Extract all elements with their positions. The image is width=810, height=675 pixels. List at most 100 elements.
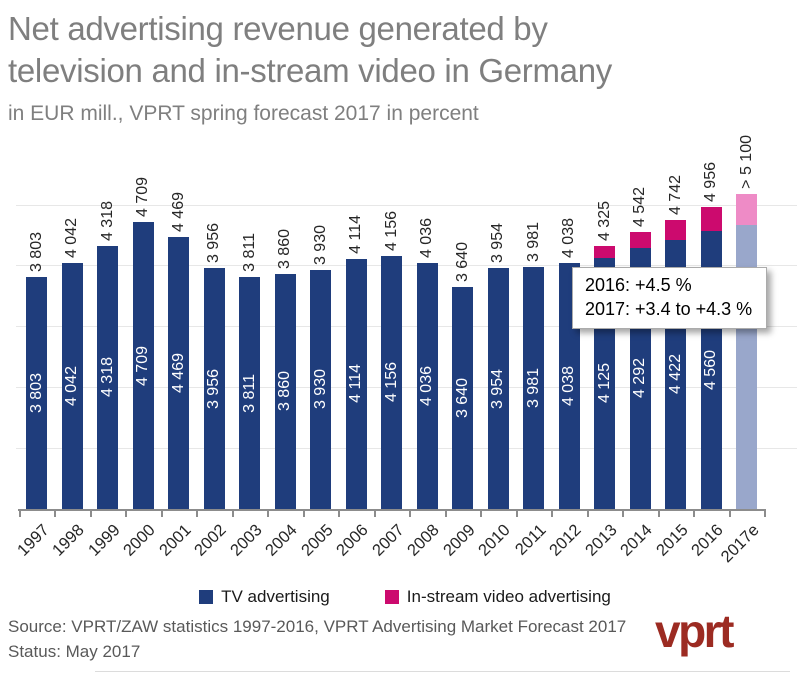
x-axis-tick — [622, 509, 625, 517]
x-axis-tick — [54, 509, 57, 517]
x-axis-tick — [480, 509, 483, 517]
instream-video-swatch — [384, 590, 399, 604]
x-axis-tick — [338, 509, 341, 517]
bar-2016-instream-segment — [700, 207, 722, 232]
bar-2004-tv-segment: 3 860 — [274, 273, 296, 509]
bar-2004-tv-label: 3 860 — [276, 371, 293, 412]
x-axis-tick — [586, 509, 589, 517]
bar-2003: 3 811 — [239, 276, 260, 509]
bar-1998: 4 042 — [61, 262, 83, 509]
bar-2005-tv-segment: 3 930 — [310, 269, 331, 509]
bar-2015: 4 422 — [665, 220, 686, 509]
bar-2008-tv-segment: 4 036 — [416, 263, 438, 509]
bar-2007-tv-label: 4 156 — [382, 362, 400, 403]
x-axis-tick — [515, 509, 518, 517]
bar-2003-total-label: 3 811 — [240, 233, 258, 272]
bar-2010: 3 954 — [487, 268, 509, 509]
x-axis-tick — [764, 509, 767, 517]
bar-2011-total-label: 3 981 — [524, 221, 542, 262]
bar-2016-total-label: 4 956 — [702, 162, 719, 203]
bar-2005-tv-label: 3 930 — [311, 369, 329, 410]
bar-2012-total-label: 4 038 — [560, 218, 577, 259]
bar-2005-total-label: 3 930 — [311, 224, 329, 265]
bar-2017e — [736, 194, 757, 509]
gridline-3000 — [16, 326, 797, 328]
bar-2000-tv-label: 4 709 — [134, 345, 151, 386]
legend-item-instream-video: In-stream video advertising — [384, 587, 611, 607]
bar-1998-tv-segment: 4 042 — [61, 262, 83, 509]
chart-title-line2: television and in-stream video in German… — [8, 52, 612, 89]
bar-2009-tv-label: 3 640 — [453, 378, 471, 419]
bar-2013-instream-segment — [594, 245, 615, 258]
bar-2011-tv-label: 3 981 — [524, 367, 542, 408]
bar-2007-tv-segment: 4 156 — [381, 255, 402, 509]
bar-2002-tv-segment: 3 956 — [203, 268, 225, 509]
vprt-logo: vprt — [655, 605, 734, 657]
bar-2000: 4 709 — [132, 222, 154, 509]
bar-2003-tv-label: 3 811 — [240, 373, 258, 413]
x-axis-tick — [231, 509, 234, 517]
x-axis-tick — [125, 509, 128, 517]
gridline-1000 — [16, 448, 797, 450]
bar-2006-tv-segment: 4 114 — [345, 258, 367, 509]
bar-1998-total-label: 4 042 — [63, 217, 80, 258]
bar-2013-tv-label: 4 125 — [595, 363, 613, 404]
tv-advertising-swatch — [199, 590, 214, 604]
bar-1999-tv-segment: 4 318 — [97, 246, 118, 509]
bar-2005: 3 930 — [310, 269, 331, 509]
bar-2008-total-label: 4 036 — [418, 218, 435, 259]
bar-1999-tv-label: 4 318 — [98, 357, 116, 398]
bar-2008-tv-label: 4 036 — [418, 366, 435, 407]
bar-2015-total-label: 4 742 — [666, 175, 684, 216]
bar-2010-tv-segment: 3 954 — [487, 268, 509, 509]
bar-2017e-total-label: > 5 100 — [737, 135, 755, 190]
legend: TV advertising In-stream video advertisi… — [0, 587, 810, 607]
bar-2003-tv-segment: 3 811 — [239, 276, 260, 509]
forecast-annotation: 2016: +4.5 % 2017: +3.4 to +4.3 % — [572, 267, 768, 329]
source-text: Source: VPRT/ZAW statistics 1997-2016, V… — [8, 617, 627, 636]
bar-2006-tv-label: 4 114 — [347, 364, 364, 404]
bar-2001-total-label: 4 469 — [169, 191, 187, 232]
bar-1997-tv-label: 3 803 — [27, 373, 45, 414]
bar-2014-tv-label: 4 292 — [631, 358, 648, 399]
bar-2014-instream-segment — [629, 232, 651, 248]
bar-2007: 4 156 — [381, 255, 402, 509]
bar-2016-tv-label: 4 560 — [702, 350, 719, 391]
bar-1998-tv-label: 4 042 — [63, 365, 80, 406]
x-axis-tick — [89, 509, 92, 517]
bar-2004-total-label: 3 860 — [276, 228, 293, 269]
x-axis-tick — [657, 509, 660, 517]
bar-2016: 4 560 — [700, 207, 722, 509]
x-axis-line — [18, 509, 766, 511]
x-axis-tick — [444, 509, 447, 517]
x-axis-tick — [409, 509, 412, 517]
bar-2012-tv-label: 4 038 — [560, 366, 577, 407]
x-axis-tick — [373, 509, 376, 517]
bar-2002: 3 956 — [203, 268, 225, 509]
bar-2015-tv-label: 4 422 — [666, 354, 684, 395]
bar-2011: 3 981 — [523, 266, 544, 509]
bar-2010-tv-label: 3 954 — [489, 368, 506, 409]
legend-label-instream-video: In-stream video advertising — [406, 587, 611, 606]
bar-2013-total-label: 4 325 — [595, 200, 613, 241]
x-axis-tick — [551, 509, 554, 517]
x-axis-tick — [728, 509, 731, 517]
bar-1999: 4 318 — [97, 246, 118, 509]
bottom-divider — [95, 671, 790, 672]
bar-2009: 3 640 — [452, 287, 473, 509]
gridline-5000 — [16, 204, 797, 206]
legend-item-tv-advertising: TV advertising — [199, 587, 330, 607]
bar-2008: 4 036 — [416, 263, 438, 509]
bar-2000-total-label: 4 709 — [134, 177, 151, 218]
gridline-2000 — [16, 387, 797, 389]
x-axis-tick — [18, 509, 21, 517]
bar-1997-total-label: 3 803 — [27, 232, 45, 273]
x-axis-tick — [693, 509, 696, 517]
forecast-annotation-line1: 2016: +4.5 % — [585, 275, 692, 295]
status-text: Status: May 2017 — [8, 642, 141, 661]
x-axis-tick — [267, 509, 270, 517]
bar-2009-tv-segment: 3 640 — [452, 287, 473, 509]
gridline-4000 — [16, 265, 797, 267]
